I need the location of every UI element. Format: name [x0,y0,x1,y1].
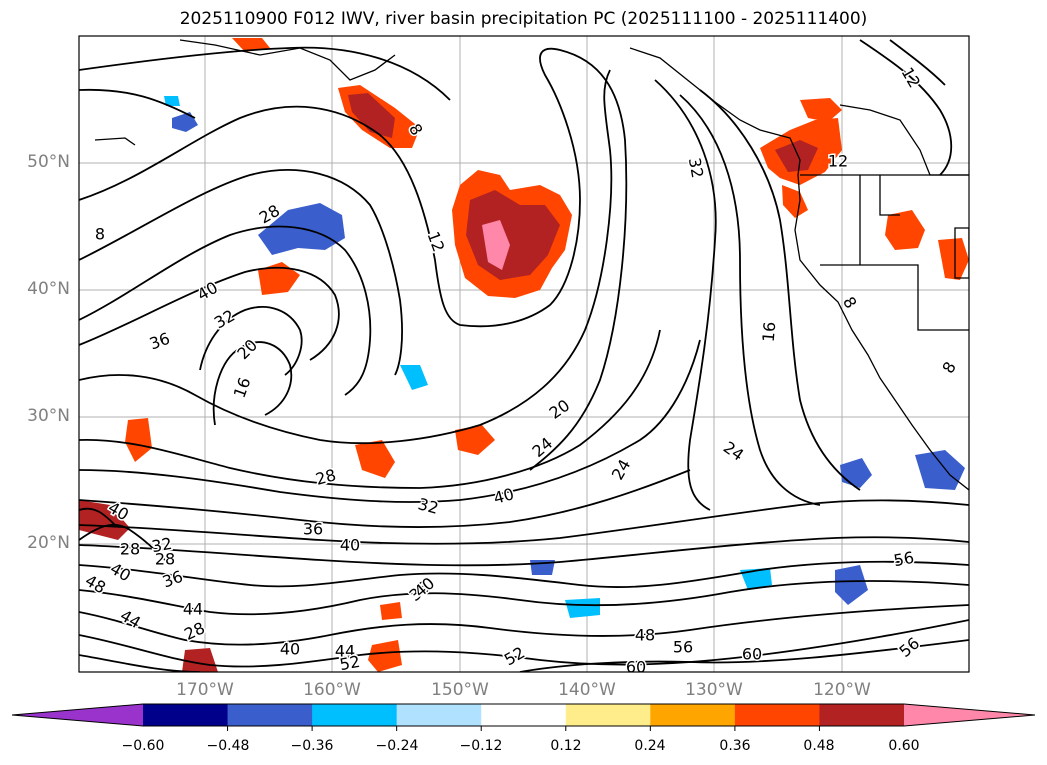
contour-label: 40 [340,536,360,555]
lat-label-40n: 40°N [27,279,70,299]
colorbar-segment [734,704,820,726]
colorbar-tick: 0.36 [719,738,751,754]
colorbar-tick: −0.36 [290,738,334,754]
colorbar-extend-max [904,704,1035,726]
contour-label: 32 [685,156,707,179]
colorbar-tick: −0.24 [375,738,419,754]
lon-label-160w: 160°W [303,680,361,700]
lon-label-140w: 140°W [558,680,616,700]
lat-label-50n: 50°N [27,152,70,172]
contour-label: 28 [120,540,140,559]
contour-label: 36 [303,520,323,539]
lat-label-20n: 20°N [27,533,70,553]
lon-label-130w: 130°W [685,680,743,700]
colorbar-tick: 0.12 [550,738,582,754]
contour-label: 8 [95,225,105,244]
contour-label: 56 [673,638,693,657]
colorbar-segment [565,704,651,726]
contour-label: 44 [335,642,355,661]
colorbar-segment [143,704,229,726]
colorbar-segment [481,704,567,726]
contour-label: 16 [759,321,780,343]
iwv-contours [79,39,969,672]
lon-label-150w: 150°W [431,680,489,700]
colorbar-tick: −0.48 [206,738,250,754]
colorbar-outline [11,703,1036,727]
contour-label: 48 [635,626,655,645]
contour-label: 40 [280,640,300,659]
map-frame [78,35,970,673]
map-title: 2025110900 F012 IWV, river basin precipi… [179,9,868,29]
contour-label: 12 [828,152,848,171]
lat-label-30n: 30°N [27,406,70,426]
contour-label: 32 [150,534,173,556]
contour-label: 60 [626,658,646,677]
lon-label-170w: 170°W [176,680,234,700]
colorbar-tick: 0.24 [634,738,666,754]
contour-label: 60 [742,645,762,664]
contour-label: 28 [155,550,175,569]
colorbar-tick: −0.12 [459,738,503,754]
precip-positive-anomaly [79,38,969,672]
contour-label: 56 [892,548,915,570]
colorbar-segment [396,704,482,726]
contour-label: 44 [183,600,203,619]
colorbar-segment [312,704,398,726]
colorbar [11,703,1036,731]
lon-label-120w: 120°W [813,680,871,700]
colorbar-extend-min [12,704,143,726]
colorbar-segment [650,704,736,726]
colorbar-tick: −0.60 [121,738,165,754]
colorbar-segment [227,704,313,726]
colorbar-tick: 0.48 [803,738,835,754]
colorbar-tick: 0.60 [888,738,920,754]
colorbar-segment [819,704,905,726]
contour-label: 52 [338,652,361,674]
